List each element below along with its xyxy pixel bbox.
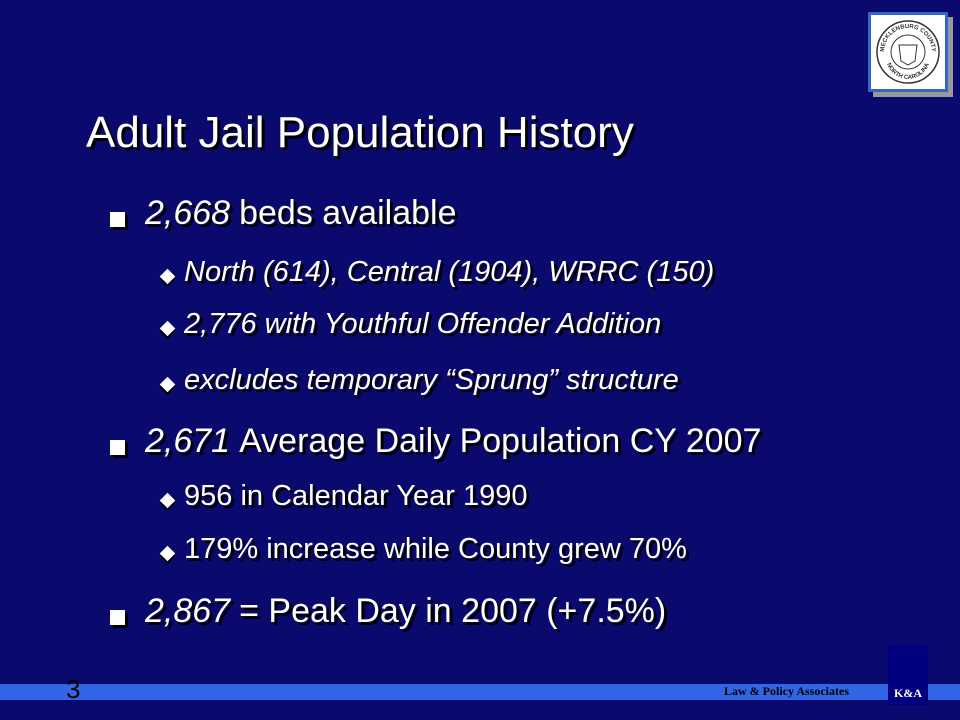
- sub-bullet-text: 956 in Calendar Year 1990: [184, 480, 528, 512]
- bullet-text: 2,867 = Peak Day in 2007 (+7.5%): [145, 592, 666, 631]
- sub-bullet-text: excludes temporary “Sprung” structure: [184, 364, 679, 396]
- bullet-text: 2,668 beds available: [145, 194, 456, 233]
- logo-box: [888, 645, 928, 705]
- logo-text: K&A: [894, 686, 922, 700]
- sub-bullet-marker: [159, 320, 176, 337]
- page-number: 3: [66, 674, 81, 704]
- bullet-marker: [110, 440, 125, 455]
- sub-bullet-text: 2,776 with Youthful Offender Addition: [184, 308, 662, 340]
- sub-bullet-text: North (614), Central (1904), WRRC (150): [184, 256, 715, 288]
- footer-bar: [0, 684, 960, 700]
- bullet-label: beds available: [239, 194, 457, 232]
- sub-bullet-marker: [159, 545, 176, 562]
- sub-bullet-marker: [159, 492, 176, 509]
- bullet-figure: 2,668: [145, 194, 231, 232]
- sub-bullet-marker: [159, 268, 176, 285]
- sub-bullet-text: 179% increase while County grew 70%: [184, 533, 687, 565]
- bullet-figure: 2,671: [145, 422, 231, 460]
- organization: Law & Policy Associates: [724, 684, 849, 698]
- slide-title: Adult Jail Population History: [86, 108, 634, 157]
- sub-bullet-marker: [159, 376, 176, 393]
- bullet-label: = Peak Day in 2007 (+7.5%): [239, 592, 667, 630]
- bullet-label: Average Daily Population CY 2007: [239, 422, 762, 460]
- bullet-figure: 2,867: [145, 592, 231, 630]
- county-seal: MECKLENBURG COUNTY NORTH CAROLINA: [868, 12, 948, 92]
- bullet-marker: [110, 610, 125, 625]
- seal-graphic: MECKLENBURG COUNTY NORTH CAROLINA: [876, 20, 940, 84]
- bullet-text: 2,671 Average Daily Population CY 2007: [145, 422, 761, 461]
- bullet-marker: [110, 212, 125, 227]
